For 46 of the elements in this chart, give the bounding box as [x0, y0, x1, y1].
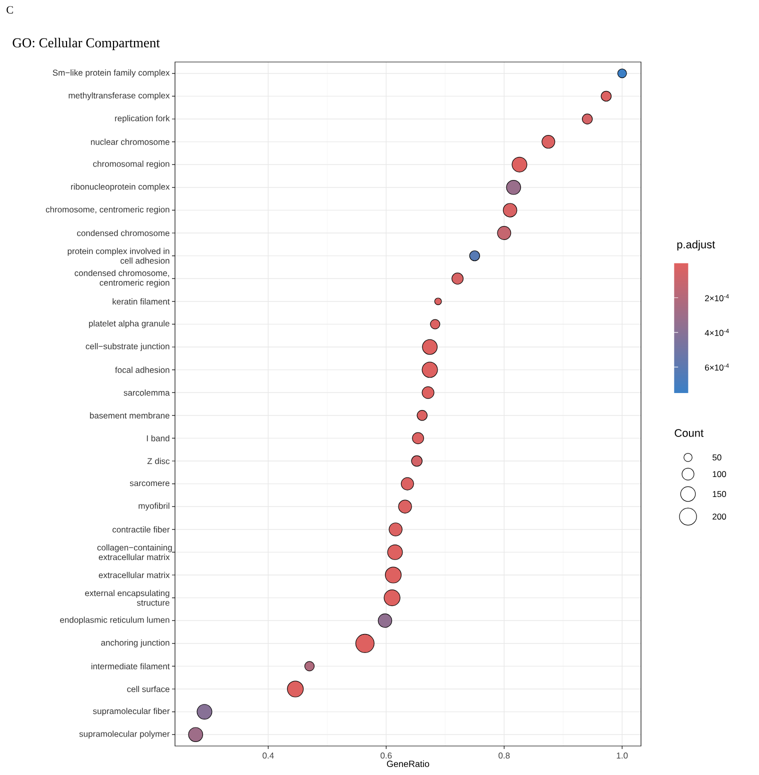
y-tick-label: external encapsulating structure — [85, 590, 170, 606]
color-bar-title: p.adjust — [677, 240, 716, 251]
y-tick-label: protein complex involved in cell adhesion — [68, 248, 170, 264]
y-tick-label: replication fork — [115, 115, 170, 123]
color-bar-label: 4×10$^{-4}$ — [704, 328, 729, 336]
y-tick-label: I band — [146, 435, 170, 442]
y-tick-label: chromosomal region — [93, 160, 170, 169]
legend-label: 100 — [712, 471, 726, 478]
y-tick-label: sarcomere — [130, 481, 170, 486]
y-tick-label: intermediate filament — [91, 663, 170, 670]
y-tick-label: keratin filament — [112, 298, 170, 305]
legend-title: Count — [674, 429, 704, 437]
y-tick-label: cell−substrate junction — [86, 343, 170, 351]
chart-title: GO: Cellular Compartment — [12, 38, 160, 50]
y-tick-label: cell surface — [127, 686, 170, 692]
y-tick-label: Z disc — [147, 458, 170, 464]
y-tick-label: sarcolemma — [124, 389, 170, 396]
color-bar-label: 6×10$^{-4}$ — [705, 364, 729, 371]
y-tick-label: anchoring junction — [101, 639, 170, 648]
color-bar-label: 2×10$^{-4}$ — [705, 294, 729, 302]
y-tick-label: myofibril — [138, 502, 170, 511]
y-tick-label: collagen−containing extracellular matrix — [97, 544, 172, 560]
legend-label: 50 — [712, 454, 722, 460]
y-tick-label: focal adhesion — [115, 366, 170, 373]
x-tick-label: 1.0 — [616, 752, 628, 759]
y-tick-label: ribonucleoprotein complex — [71, 183, 170, 192]
y-tick-label: methyltransferase complex — [68, 92, 170, 100]
y-tick-label: condensed chromosome, centromeric region — [74, 270, 170, 288]
x-tick-label: 0.6 — [380, 752, 392, 759]
x-tick-label: 0.4 — [262, 752, 274, 759]
legend-label: 200 — [712, 514, 726, 520]
x-tick-label: 0.8 — [498, 752, 510, 759]
y-tick-label: extracellular matrix — [98, 572, 170, 578]
y-tick-label: nuclear chromosome — [90, 138, 170, 145]
y-tick-label: condensed chromosome — [77, 230, 170, 236]
y-tick-label: supramolecular polymer — [79, 730, 170, 739]
y-tick-label: Sm−like protein family complex — [52, 69, 170, 78]
y-tick-label: platelet alpha granule — [89, 320, 170, 328]
y-tick-label: chromosome, centromeric region — [46, 206, 170, 214]
text: C — [6, 6, 13, 14]
y-tick-label: supramolecular fiber — [93, 708, 170, 716]
x-axis-title: GeneRatio — [386, 760, 430, 768]
y-tick-label: endoplasmic reticulum lumen — [60, 616, 170, 625]
y-tick-label: contractile fiber — [112, 526, 170, 533]
y-tick-label: basement membrane — [90, 412, 170, 419]
legend-label: 150 — [712, 491, 726, 498]
